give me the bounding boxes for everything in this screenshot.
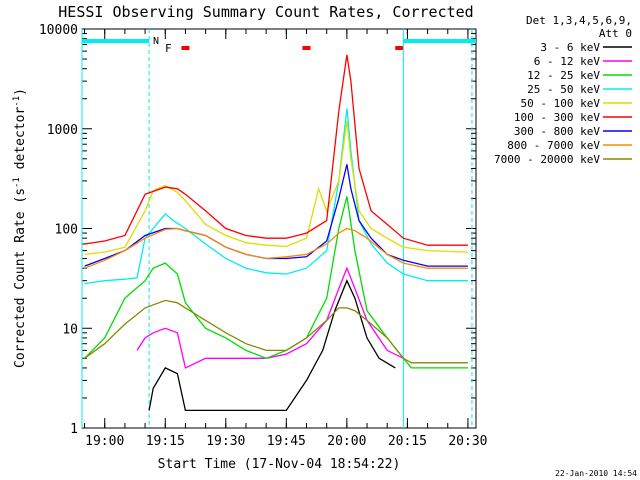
y-axis-label: Corrected Count Rate (s-1 detector-1) — [12, 88, 28, 368]
y-tick-labels: 1 10 100 1000 10000 — [39, 23, 78, 437]
legend-label: 100 - 300 keV — [514, 111, 600, 124]
legend-label: 6 - 12 keV — [534, 55, 601, 68]
series-line — [84, 196, 468, 369]
x-tick-label: 19:45 — [267, 434, 306, 449]
y-tick-label: 1000 — [47, 123, 78, 138]
series-line — [84, 108, 468, 285]
marker-n: N — [153, 36, 159, 47]
x-axis-label: Start Time (17-Nov-04 18:54:22) — [158, 457, 401, 472]
x-tick-label: 20:30 — [448, 434, 487, 449]
legend-label: 7000 - 20000 keV — [494, 153, 600, 166]
series-line — [84, 54, 468, 246]
legend-label: 3 - 6 keV — [540, 41, 600, 54]
x-tick-label: 19:15 — [146, 434, 185, 449]
legend-label: 12 - 25 keV — [527, 69, 600, 82]
observing-overlays — [81, 29, 476, 428]
x-tick-labels: 19:00 19:15 19:30 19:45 20:00 20:15 20:30 — [85, 434, 487, 449]
y-tick-label: 1 — [70, 422, 78, 437]
y-tick-label: 10000 — [39, 23, 78, 38]
legend-label: 25 - 50 keV — [527, 83, 600, 96]
x-tick-label: 19:00 — [85, 434, 124, 449]
axis-ticks — [82, 28, 476, 429]
x-tick-label: 19:30 — [206, 434, 245, 449]
x-tick-label: 20:15 — [388, 434, 427, 449]
legend-label: 300 - 800 keV — [514, 125, 600, 138]
series-line — [84, 164, 468, 267]
series-line — [148, 279, 396, 412]
chart-title: HESSI Observing Summary Count Rates, Cor… — [58, 3, 473, 21]
series-line — [84, 299, 468, 364]
legend-header-line1: Det 1,3,4,5,6,9, — [526, 14, 632, 27]
x-tick-label: 20:00 — [327, 434, 366, 449]
series-line — [84, 227, 468, 269]
y-tick-label: 100 — [55, 223, 78, 238]
y-tick-label: 10 — [62, 322, 78, 337]
legend-header-line2: Att 0 — [599, 27, 632, 40]
legend-label: 50 - 100 keV — [521, 97, 601, 110]
marker-f: F — [165, 42, 172, 55]
series-line — [84, 120, 468, 256]
timestamp: 22-Jan-2010 14:54 — [555, 469, 637, 478]
legend-label: 800 - 7000 keV — [507, 139, 600, 152]
series-layer — [84, 54, 468, 412]
